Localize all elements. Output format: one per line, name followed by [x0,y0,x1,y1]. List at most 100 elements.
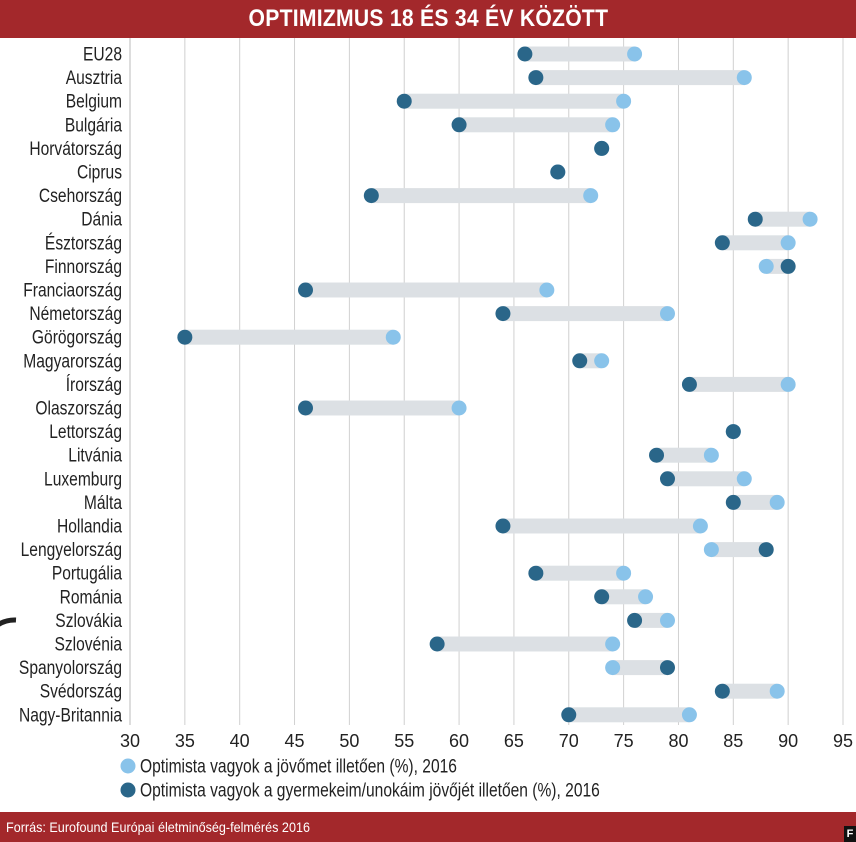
range-bar [184,329,394,345]
range-bar [535,70,745,86]
category-label: Litvánia [68,446,122,467]
x-tick-label: 55 [394,731,414,751]
range-bar [459,117,613,133]
category-label: Ausztria [66,68,123,89]
range-bar [667,471,745,487]
category-label: Észtország [45,233,122,254]
category-label: Ciprus [77,163,122,184]
category-label: Nagy-Britannia [19,705,122,726]
range-bar [535,565,624,581]
dot-children-optimism [758,542,774,558]
dot-children-optimism [681,376,697,392]
dot-self-optimism [659,612,675,628]
category-label: Luxemburg [44,469,122,490]
dot-self-optimism [638,589,654,605]
dot-self-optimism [605,636,621,652]
x-tick-label: 45 [285,731,305,751]
category-label: Belgium [66,92,122,113]
dot-self-optimism [758,258,774,274]
legend-swatch [120,782,136,798]
dot-children-optimism [363,188,379,204]
dot-self-optimism [780,376,796,392]
source-text: Forrás: Eurofound Európai életminőség-fe… [6,819,310,835]
dot-children-optimism [572,353,588,369]
dot-self-optimism [451,400,467,416]
category-label: Írország [66,375,122,396]
dot-children-optimism [528,70,544,86]
dot-self-optimism [769,683,785,699]
dot-self-optimism [605,117,621,133]
dot-self-optimism [616,93,632,109]
range-bar [722,235,789,251]
dot-children-optimism [649,447,665,463]
range-bar [601,589,646,605]
x-tick-label: 70 [559,731,579,751]
dot-self-optimism [703,447,719,463]
dot-children-optimism [298,400,314,416]
category-label: Görögország [32,328,122,349]
category-label: Málta [84,493,122,514]
range-bar [612,660,668,676]
dot-self-optimism [681,707,697,723]
range-bar [524,46,635,62]
range-bar [437,636,613,652]
category-label: Finnország [45,257,122,278]
dot-self-optimism [736,70,752,86]
dot-self-optimism [583,188,599,204]
range-bar [711,542,767,558]
dot-children-optimism [550,164,566,180]
dot-self-optimism [385,329,401,345]
x-tick-label: 35 [175,731,195,751]
dot-children-optimism [725,424,741,440]
dot-children-optimism [714,683,730,699]
range-bar [404,93,624,109]
dot-children-optimism [528,565,544,581]
category-label: EU28 [83,45,122,66]
category-label: Szlovákia [55,611,122,632]
range-bar [305,282,547,298]
category-label: Lettország [49,422,122,443]
category-label: Lengyelország [21,540,122,561]
x-tick-label: 65 [504,731,524,751]
range-bar [656,447,712,463]
dot-children-optimism [396,93,412,109]
range-bar [634,612,668,628]
dot-children-optimism [659,471,675,487]
dot-children-optimism [627,612,643,628]
source-footer: Forrás: Eurofound Európai életminőség-fe… [0,812,856,842]
range-bars [184,46,811,723]
category-label: Olaszország [35,399,122,420]
category-label: Franciaország [23,281,122,302]
x-tick-label: 80 [668,731,688,751]
dot-children-optimism [451,117,467,133]
dot-self-optimism [780,235,796,251]
category-label: Szlovénia [54,635,122,656]
dot-self-optimism [659,306,675,322]
range-bar [722,683,778,699]
range-bar [689,376,789,392]
dot-self-optimism [594,353,610,369]
x-tick-label: 60 [449,731,469,751]
x-tick-label: 75 [614,731,634,751]
range-bar [305,400,460,416]
dot-children-optimism [298,282,314,298]
range-bar [502,306,668,322]
x-tick-label: 95 [833,731,853,751]
range-bar [733,494,778,510]
category-label: Csehország [39,186,122,207]
dot-children-optimism [177,329,193,345]
category-label: Svédország [40,682,122,703]
category-label: Dánia [81,210,122,231]
dot-children-optimism [594,589,610,605]
decorative-arc-icon [0,617,17,627]
dot-children-optimism [659,660,675,676]
dot-children-optimism [780,258,796,274]
dot-self-optimism [627,46,643,62]
category-label: Magyarország [23,351,122,372]
data-dots [177,46,818,723]
x-axis-ticks: 30 35 40 45 50 55 60 65 70 75 80 85 90 95 [120,731,853,751]
legend-label: Optimista vagyok a jövőmet illetően (%),… [140,757,457,778]
publisher-logo-icon: F [844,826,856,842]
